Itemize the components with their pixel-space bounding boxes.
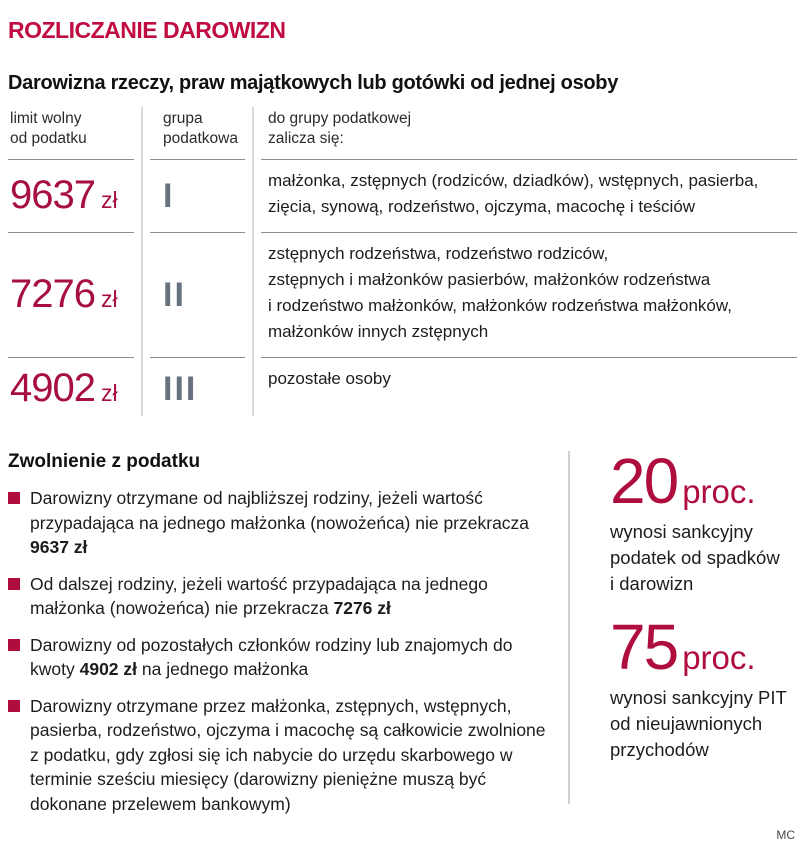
stat-caption: wynosi sankcyjny podatek od spadków i da… bbox=[610, 521, 780, 594]
table-cell-group: III bbox=[163, 369, 198, 408]
bullet-square-icon bbox=[8, 492, 20, 504]
exemption-item-text: Darowizny od pozostałych członków rodzin… bbox=[30, 634, 513, 680]
limit-currency: zł bbox=[100, 379, 118, 406]
limit-amount: 4902 bbox=[10, 366, 96, 410]
stat-value: 20 bbox=[610, 445, 679, 517]
bullet-square-icon bbox=[8, 577, 20, 590]
column-header-limit: limit wolny od podatku bbox=[8, 105, 134, 160]
column-divider bbox=[252, 107, 254, 416]
page-title: ROZLICZANIE DAROWIZN bbox=[8, 17, 286, 43]
stat-block: 20 proc. wynosi sankcyjny podatek od spad… bbox=[610, 449, 797, 597]
exemption-item: Darowizny otrzymane przez małżonka, zstę… bbox=[8, 694, 552, 817]
vertical-divider bbox=[568, 451, 570, 804]
exemption-heading: Zwolnienie z podatku bbox=[8, 451, 201, 472]
author-credit: MC bbox=[776, 828, 795, 842]
exemption-section: Zwolnienie z podatku Darowizny otrzymane… bbox=[8, 451, 568, 828]
limits-table: limit wolny od podatku grupa podatkowa d… bbox=[8, 105, 797, 420]
stat-value-line: 75 proc. bbox=[610, 615, 797, 679]
exemption-list: Darowizny otrzymane od najbliższej rodzi… bbox=[8, 486, 552, 816]
table-subtitle: Darowizna rzeczy, praw majątkowych lub g… bbox=[8, 72, 619, 94]
table-cell-group: I bbox=[150, 160, 245, 233]
exemption-item: Darowizny od pozostałych członków rodzin… bbox=[8, 633, 552, 682]
column-header-members: do grupy podatkowej zalicza się: bbox=[261, 105, 797, 160]
column-header-group: grupa podatkowa bbox=[150, 105, 245, 160]
table-cell-description: zstępnych rodzeństwa, rodzeństwo rodzicó… bbox=[261, 233, 797, 358]
lower-section: Zwolnienie z podatku Darowizny otrzymane… bbox=[8, 449, 797, 828]
stats-column: 20 proc. wynosi sankcyjny podatek od spad… bbox=[570, 449, 797, 828]
limit-amount: 9637 bbox=[10, 173, 96, 217]
table-cell-description: małżonka, zstępnych (rodziców, dziadków)… bbox=[261, 160, 797, 233]
table-cell-limit: 4902 zł bbox=[8, 358, 134, 420]
table-cell-description: pozostałe osoby bbox=[268, 369, 391, 388]
stat-value: 75 bbox=[610, 611, 679, 683]
limit-currency: zł bbox=[100, 186, 118, 213]
exemption-item-text: Od dalszej rodziny, jeżeli wartość przyp… bbox=[30, 573, 488, 619]
limit-amount: 7276 bbox=[10, 272, 96, 316]
exemption-item: Od dalszej rodziny, jeżeli wartość przyp… bbox=[8, 572, 552, 621]
table-cell-limit: 9637 zł bbox=[8, 160, 134, 233]
table-cell-limit: 7276 zł bbox=[8, 233, 134, 358]
exemption-item-text: Darowizny otrzymane od najbliższej rodzi… bbox=[30, 488, 530, 557]
bullet-square-icon bbox=[8, 638, 20, 651]
stat-caption: wynosi sankcyjny PIT od nieujawnionych p… bbox=[610, 687, 787, 760]
page-footer: MC bbox=[8, 828, 797, 843]
stat-block: 75 proc. wynosi sankcyjny PIT od nieujawn… bbox=[610, 615, 797, 763]
stat-unit: proc. bbox=[682, 639, 756, 676]
exemption-item: Darowizny otrzymane od najbliższej rodzi… bbox=[8, 486, 552, 560]
exemption-item-text: Darowizny otrzymane przez małżonka, zstę… bbox=[30, 695, 546, 814]
stat-unit: proc. bbox=[682, 473, 756, 510]
column-divider bbox=[141, 107, 143, 416]
stat-value-line: 20 proc. bbox=[610, 449, 797, 513]
table-cell-group: II bbox=[150, 233, 245, 358]
limit-currency: zł bbox=[100, 285, 118, 312]
bullet-square-icon bbox=[8, 699, 20, 712]
